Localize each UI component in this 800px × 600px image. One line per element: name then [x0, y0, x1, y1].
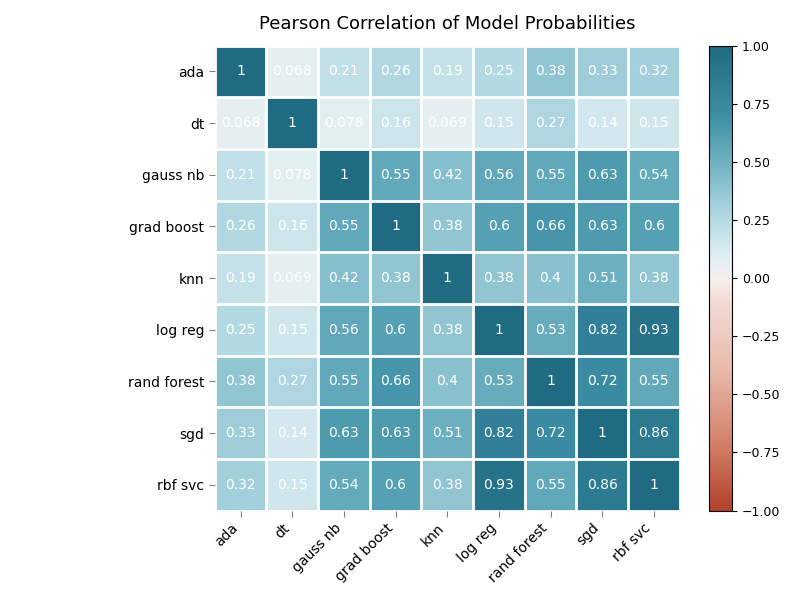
Text: 0.51: 0.51: [586, 271, 618, 285]
Text: 0.63: 0.63: [586, 220, 618, 233]
Text: 0.63: 0.63: [586, 168, 618, 182]
Text: 0.82: 0.82: [483, 426, 514, 440]
Text: 0.56: 0.56: [329, 323, 359, 337]
Text: 0.32: 0.32: [638, 64, 669, 79]
Text: 0.19: 0.19: [225, 271, 256, 285]
Text: 0.55: 0.55: [329, 220, 359, 233]
Text: 0.26: 0.26: [380, 64, 411, 79]
Text: 0.66: 0.66: [535, 220, 566, 233]
Text: 0.078: 0.078: [273, 168, 312, 182]
Text: 0.4: 0.4: [539, 271, 562, 285]
Text: 0.86: 0.86: [586, 478, 618, 492]
Text: 0.38: 0.38: [535, 64, 566, 79]
Text: 0.19: 0.19: [432, 64, 462, 79]
Text: 0.33: 0.33: [587, 64, 618, 79]
Text: 1: 1: [442, 271, 452, 285]
Text: 0.16: 0.16: [277, 220, 308, 233]
Text: 0.068: 0.068: [273, 64, 312, 79]
Text: 0.56: 0.56: [483, 168, 514, 182]
Text: 0.51: 0.51: [432, 426, 462, 440]
Text: 0.6: 0.6: [385, 478, 406, 492]
Text: 0.93: 0.93: [483, 478, 514, 492]
Text: 0.26: 0.26: [225, 220, 256, 233]
Text: 0.6: 0.6: [643, 220, 665, 233]
Text: 0.38: 0.38: [225, 374, 256, 388]
Text: 0.63: 0.63: [380, 426, 411, 440]
Text: 1: 1: [650, 478, 658, 492]
Text: 0.72: 0.72: [535, 426, 566, 440]
Text: 0.38: 0.38: [432, 323, 462, 337]
Text: 0.6: 0.6: [488, 220, 510, 233]
Text: 0.068: 0.068: [221, 116, 260, 130]
Text: 0.82: 0.82: [586, 323, 618, 337]
Text: 0.15: 0.15: [277, 478, 307, 492]
Text: 0.078: 0.078: [324, 116, 364, 130]
Text: 0.63: 0.63: [329, 426, 359, 440]
Text: 0.16: 0.16: [380, 116, 411, 130]
Text: 1: 1: [339, 168, 348, 182]
Text: 0.54: 0.54: [638, 168, 669, 182]
Text: 0.14: 0.14: [277, 426, 307, 440]
Text: 0.15: 0.15: [277, 323, 307, 337]
Text: 0.15: 0.15: [638, 116, 670, 130]
Text: 0.86: 0.86: [638, 426, 670, 440]
Text: 0.25: 0.25: [226, 323, 256, 337]
Text: 0.55: 0.55: [535, 168, 566, 182]
Text: 1: 1: [236, 64, 245, 79]
Text: 0.38: 0.38: [483, 271, 514, 285]
Text: 1: 1: [288, 116, 297, 130]
Text: 0.38: 0.38: [638, 271, 670, 285]
Text: 0.21: 0.21: [225, 168, 256, 182]
Text: 0.27: 0.27: [277, 374, 307, 388]
Text: 0.66: 0.66: [380, 374, 411, 388]
Text: 0.38: 0.38: [432, 220, 462, 233]
Text: 0.21: 0.21: [329, 64, 359, 79]
Text: 0.55: 0.55: [329, 374, 359, 388]
Text: 0.6: 0.6: [385, 323, 406, 337]
Text: 0.38: 0.38: [380, 271, 411, 285]
Text: 0.32: 0.32: [226, 478, 256, 492]
Text: 0.55: 0.55: [638, 374, 669, 388]
Text: 0.38: 0.38: [432, 478, 462, 492]
Text: 1: 1: [546, 374, 555, 388]
Text: 0.33: 0.33: [226, 426, 256, 440]
Text: 0.42: 0.42: [432, 168, 462, 182]
Text: 1: 1: [598, 426, 606, 440]
Title: Pearson Correlation of Model Probabilities: Pearson Correlation of Model Probabiliti…: [259, 15, 635, 33]
Text: 0.27: 0.27: [535, 116, 566, 130]
Text: 0.14: 0.14: [586, 116, 618, 130]
Text: 0.069: 0.069: [273, 271, 312, 285]
Text: 0.72: 0.72: [587, 374, 618, 388]
Text: 0.55: 0.55: [380, 168, 411, 182]
Text: 0.55: 0.55: [535, 478, 566, 492]
Text: 1: 1: [494, 323, 503, 337]
Text: 0.53: 0.53: [535, 323, 566, 337]
Text: 0.54: 0.54: [329, 478, 359, 492]
Text: 0.53: 0.53: [483, 374, 514, 388]
Text: 1: 1: [391, 220, 400, 233]
Text: 0.25: 0.25: [483, 64, 514, 79]
Text: 0.15: 0.15: [483, 116, 514, 130]
Text: 0.069: 0.069: [427, 116, 467, 130]
Text: 0.42: 0.42: [329, 271, 359, 285]
Text: 0.93: 0.93: [638, 323, 670, 337]
Text: 0.4: 0.4: [436, 374, 458, 388]
